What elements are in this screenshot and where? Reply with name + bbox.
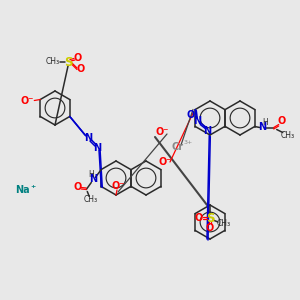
Text: N: N [84,133,92,143]
Text: O⁻: O⁻ [158,157,172,167]
Text: Cr: Cr [172,142,184,152]
Text: N: N [258,122,266,133]
Text: N: N [89,175,97,184]
Text: CH₃: CH₃ [46,58,60,67]
Text: CH₃: CH₃ [83,195,97,204]
Text: O: O [73,182,81,193]
Text: CH₃: CH₃ [217,218,231,227]
Text: Na: Na [15,185,29,195]
Text: H: H [88,170,94,179]
Text: N: N [203,127,211,136]
Text: O: O [186,110,194,119]
Text: O: O [278,116,286,127]
Text: O: O [195,213,203,223]
Text: O: O [74,53,82,63]
Text: H: H [262,118,268,127]
Text: O⁻: O⁻ [21,95,34,106]
Text: S: S [206,212,214,224]
Text: O⁻: O⁻ [111,181,125,191]
Text: +: + [30,184,36,188]
Text: O: O [206,223,214,233]
Text: N: N [93,143,101,153]
Text: CH₃: CH₃ [281,131,295,140]
Text: O⁻: O⁻ [155,127,169,137]
Text: 3+: 3+ [183,140,193,145]
Text: N: N [193,116,201,127]
Text: O: O [77,64,85,74]
Text: S: S [64,56,72,68]
